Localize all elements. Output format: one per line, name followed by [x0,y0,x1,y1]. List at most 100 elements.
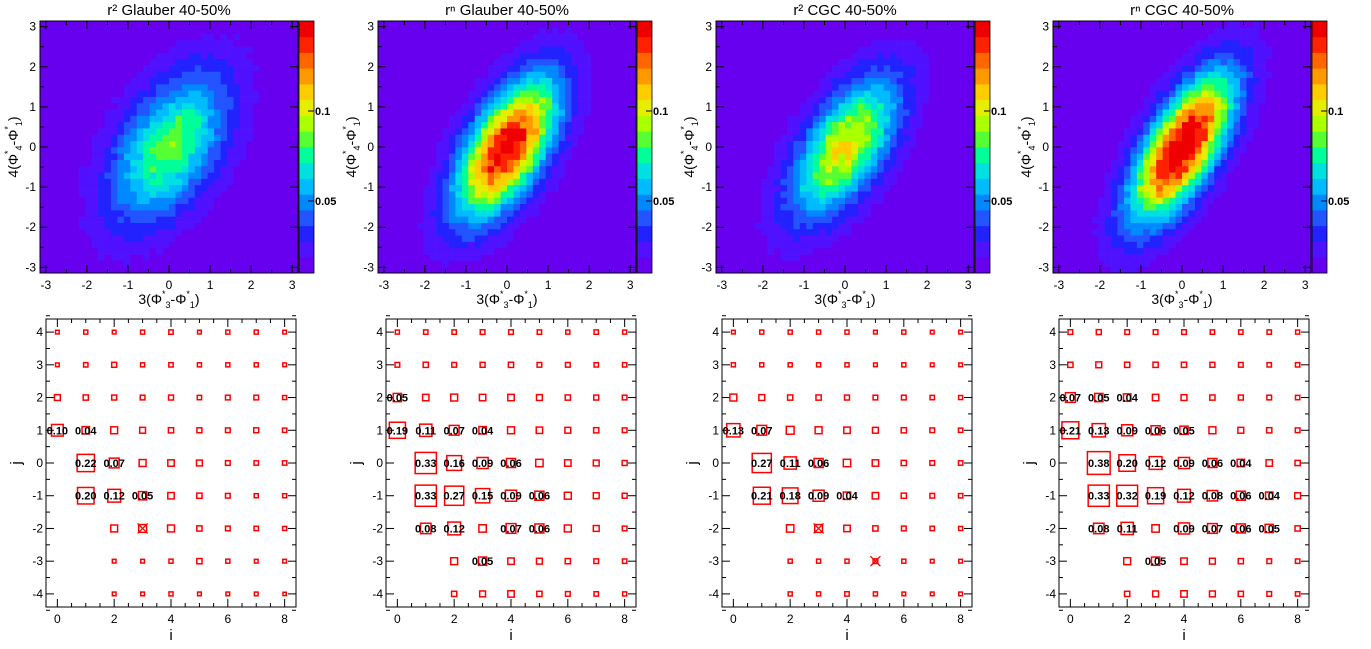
heatmap-cell [468,52,476,60]
heatmap-cell [961,216,968,223]
heatmap-cell [436,115,443,123]
heatmap-cell [629,121,637,129]
heatmap-cell [806,184,814,192]
heatmap-cell [487,58,495,66]
heatmap-cell [954,210,962,217]
heatmap-cell [851,96,859,104]
heatmap-cell [59,90,67,97]
heatmap-cell [143,165,150,173]
heatmap-cell [429,77,437,85]
heatmap-cell [246,77,254,85]
heatmap-cell [565,241,572,249]
heatmap-cell [52,172,60,179]
heatmap-cell [519,260,527,268]
heatmap-cell [793,58,801,66]
heatmap-cell [78,184,86,192]
heatmap-cell [577,172,585,179]
heatmap-cell [754,260,762,268]
heatmap-cell [85,203,92,211]
heatmap-cell [552,172,559,179]
heatmap-cell [59,39,67,47]
heatmap-cell [565,77,572,85]
heatmap-cell [390,178,398,186]
heatmap-cell [110,191,118,198]
heatmap-cell [278,266,286,274]
heatmap-cell [741,197,749,205]
heatmap-cell [91,153,99,160]
heatmap-cell [91,39,99,47]
heatmap-cell [838,134,846,142]
heatmap-cell [442,65,450,72]
heatmap-cell [436,260,443,268]
heatmap-cell [265,241,273,249]
heatmap-cell [175,46,183,53]
heatmap-cell [722,21,730,28]
heatmap-cell [272,77,279,85]
y-tick-label: -2 [25,220,36,234]
heatmap-cell [539,140,547,148]
heatmap-cell [590,178,598,186]
heatmap-cell [806,90,814,97]
heatmap-cell [896,21,904,28]
heatmap-cell [748,39,756,47]
heatmap-cell [169,153,176,160]
heatmap-cell [748,216,756,223]
heatmap-cell [741,260,749,268]
heatmap-cell [85,260,92,268]
heatmap-cell [98,210,105,217]
heatmap-cell [519,172,527,179]
heatmap-cell [98,140,105,148]
heatmap-cell [565,159,572,167]
heatmap-cell [291,77,299,85]
heatmap-cell [748,184,756,192]
heatmap-cell [149,260,157,268]
heatmap-cell [181,21,189,28]
heatmap-cell [928,27,936,34]
heatmap-cell [188,134,196,142]
heatmap-cell [117,90,125,97]
heatmap-cell [825,96,833,104]
heatmap-cell [915,102,923,110]
heatmap-cell [265,58,273,66]
heatmap-cell [838,109,846,116]
heatmap-cell [825,203,833,211]
heatmap-cell [65,184,73,192]
heatmap-cell [461,140,469,148]
heatmap-cell [156,102,163,110]
heatmap-cell [948,65,955,72]
heatmap-cell [552,159,559,167]
heatmap-cell [597,254,605,261]
heatmap-cell [246,247,254,255]
heatmap-cell [799,27,807,34]
heatmap-cell [909,260,917,268]
heatmap-cell [448,159,456,167]
heatmap-cell [864,121,872,129]
heatmap-cell [928,140,936,148]
heatmap-cell [214,235,221,242]
heatmap-cell [117,172,125,179]
heatmap-cell [825,266,833,274]
heatmap-cell [72,235,80,242]
heatmap-cell [812,71,820,79]
heatmap-cell [252,197,260,205]
heatmap-cell [436,147,443,154]
heatmap-cell [390,121,398,129]
heatmap-cell [941,159,949,167]
heatmap-cell [136,210,144,217]
heatmap-cell [896,140,904,148]
heatmap-cell [597,184,605,192]
heatmap-cell [857,153,865,160]
heatmap-cell [487,102,495,110]
heatmap-cell [780,58,788,66]
heatmap-cell [577,210,585,217]
heatmap-cell [935,147,943,154]
heatmap-cell [259,266,267,274]
heatmap-cell [265,33,273,41]
heatmap-cell [278,235,286,242]
heatmap-cell [272,96,279,104]
heatmap-cell [545,33,553,41]
heatmap-cell [603,39,611,47]
heatmap-cell [461,134,469,142]
heatmap-cell [603,266,611,274]
